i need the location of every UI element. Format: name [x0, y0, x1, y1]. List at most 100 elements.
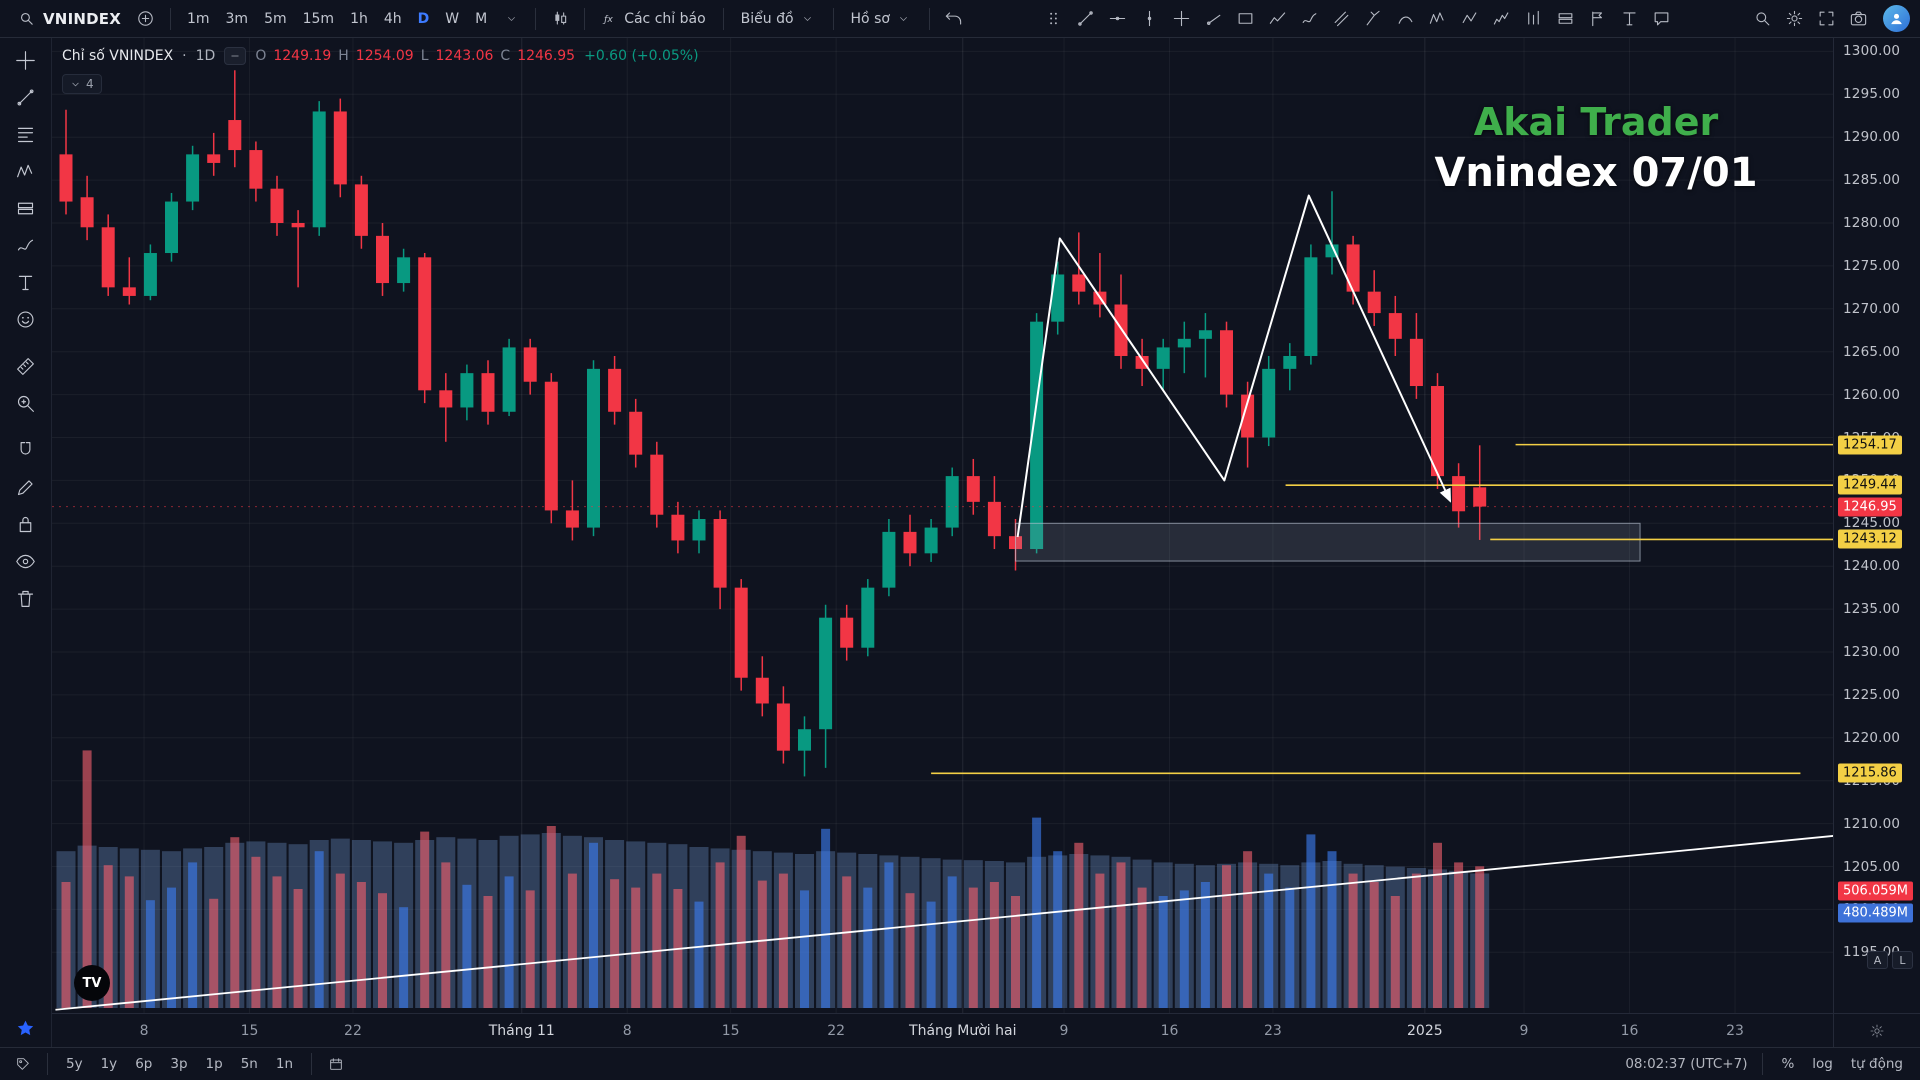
- zoom-tool-icon[interactable]: [8, 390, 44, 416]
- timeframe-5m-button[interactable]: 5m: [264, 10, 287, 27]
- favorite-abcd-pattern-icon: [1463, 12, 1477, 24]
- favorite-vertical-line-icon[interactable]: [1135, 5, 1165, 33]
- candle-body: [1452, 476, 1466, 512]
- candle-body: [1473, 487, 1487, 507]
- timeframe-4h-button[interactable]: 4h: [383, 10, 402, 27]
- candle-body: [924, 527, 938, 554]
- position-tool-icon[interactable]: [8, 195, 44, 221]
- price-tick: 1245.00: [1843, 515, 1901, 532]
- candle-body: [122, 287, 136, 296]
- favorite-ray-icon[interactable]: [1199, 5, 1229, 33]
- candle-body: [376, 235, 389, 284]
- zigzag-arrow-drawing[interactable]: [1016, 194, 1452, 538]
- range-1n-button[interactable]: 1n: [275, 1056, 294, 1072]
- timeframe-1h-button[interactable]: 1h: [350, 10, 368, 27]
- timeframe-3m-button[interactable]: 3m: [225, 10, 249, 27]
- chart-style-button[interactable]: [545, 5, 575, 33]
- collapse-legend-icon[interactable]: [224, 47, 247, 65]
- percent-scale-button[interactable]: %: [1781, 1056, 1795, 1072]
- favorite-cross-line-icon[interactable]: [1167, 5, 1197, 33]
- volume-bar: [209, 898, 219, 1008]
- auto-scale-button[interactable]: A: [1867, 951, 1888, 969]
- trendline-drawing[interactable]: [55, 835, 1833, 1011]
- favorite-bars-pattern-icon[interactable]: [1519, 5, 1549, 33]
- scales-settings-button[interactable]: [1833, 1013, 1920, 1047]
- timeframe-more-button[interactable]: [496, 5, 526, 33]
- range-5n-button[interactable]: 5n: [240, 1056, 258, 1072]
- crosshair-tool-icon[interactable]: [8, 47, 44, 73]
- favorite-callout-icon[interactable]: [1647, 5, 1677, 33]
- timeframe-D-button[interactable]: D: [417, 10, 430, 27]
- emoji-tool-icon[interactable]: [8, 306, 44, 332]
- symbol-search[interactable]: VNINDEX: [10, 5, 129, 33]
- timeframe-M-button[interactable]: M: [475, 10, 488, 27]
- delete-tool-icon[interactable]: [8, 585, 44, 611]
- favorite-elliott-wave-icon[interactable]: [1487, 5, 1517, 33]
- favorite-abcd-pattern-icon[interactable]: [1455, 5, 1485, 33]
- candle-body: [354, 184, 368, 236]
- favorite-horizontal-line-icon: [1110, 16, 1126, 21]
- favorite-text-icon[interactable]: [1615, 5, 1645, 33]
- fib-tool-icon[interactable]: [8, 121, 44, 147]
- favorite-parallel-channel-icon[interactable]: [1327, 5, 1357, 33]
- favorite-horizontal-line-icon[interactable]: [1103, 5, 1133, 33]
- compare-add-button[interactable]: [131, 5, 161, 33]
- magnet-tool-icon[interactable]: [8, 437, 44, 463]
- fullscreen-icon[interactable]: [1811, 5, 1841, 33]
- time-tick: 15: [721, 1022, 740, 1039]
- session-clock[interactable]: 08:02:37 (UTC+7): [1625, 1056, 1748, 1072]
- pattern-tool-icon[interactable]: [8, 158, 44, 184]
- range-1p-button[interactable]: 1p: [205, 1056, 223, 1072]
- timeframe-1m-button[interactable]: 1m: [186, 10, 210, 27]
- auto-scale-footer-button[interactable]: tự động: [1850, 1056, 1903, 1072]
- indicators-button[interactable]: ƒx Các chỉ báo: [594, 5, 713, 33]
- price-scale[interactable]: A L 1300.00 1295.00 1290.00 1285.00 1280.00 1…: [1833, 38, 1920, 1013]
- favorite-rectangle-icon[interactable]: [1231, 5, 1261, 33]
- favorite-polyline-icon[interactable]: [1263, 5, 1293, 33]
- indicators-collapse-button[interactable]: 4: [62, 74, 102, 94]
- range-5y-button[interactable]: 5y: [66, 1056, 83, 1072]
- range-1y-button[interactable]: 1y: [100, 1056, 118, 1072]
- settings-gear-icon[interactable]: [1779, 5, 1809, 33]
- log-scale-button[interactable]: L: [1892, 951, 1913, 969]
- go-to-date-button[interactable]: [323, 1050, 349, 1078]
- undo-button[interactable]: [939, 5, 969, 33]
- object-tag-button[interactable]: [10, 1050, 36, 1078]
- drag-handle-icon[interactable]: [1039, 5, 1069, 33]
- time-scale[interactable]: 8 15 22 Tháng 11 8 15 22 Tháng Mười hai 9 16 23 202…: [52, 1013, 1833, 1047]
- timeframe-15m-button[interactable]: 15m: [302, 10, 335, 27]
- draw-mode-tool-icon[interactable]: [8, 474, 44, 500]
- trendline-tool-icon[interactable]: [8, 84, 44, 110]
- favorite-curve-icon[interactable]: [1391, 5, 1421, 33]
- brush-tool-icon[interactable]: [8, 232, 44, 258]
- user-avatar[interactable]: [1883, 5, 1910, 32]
- text-tool-icon[interactable]: [8, 269, 44, 295]
- screenshot-icon[interactable]: [1843, 5, 1873, 33]
- favorite-flag-icon[interactable]: [1583, 5, 1613, 33]
- favorites-star-button[interactable]: [8, 1015, 44, 1041]
- emoji-tool-icon: [17, 310, 34, 328]
- log-scale-footer-button[interactable]: log: [1812, 1056, 1833, 1072]
- favorite-trendline-icon[interactable]: [1071, 5, 1101, 33]
- chart-layout-button[interactable]: Biểu đồ: [733, 5, 824, 33]
- measure-tool-icon[interactable]: [8, 353, 44, 379]
- range-3p-button[interactable]: 3p: [170, 1056, 188, 1072]
- price-chart[interactable]: [52, 38, 1833, 1013]
- favorite-long-position-icon[interactable]: [1551, 5, 1581, 33]
- range-6p-button[interactable]: 6p: [135, 1056, 153, 1072]
- favorite-xabcd-pattern-icon[interactable]: [1423, 5, 1453, 33]
- volume-bar: [1348, 873, 1358, 1008]
- quick-search-icon[interactable]: [1747, 5, 1777, 33]
- rectangle-drawing[interactable]: [1015, 522, 1641, 562]
- lock-tool-icon[interactable]: [8, 511, 44, 537]
- hide-tool-icon[interactable]: [8, 548, 44, 574]
- favorite-brush-icon[interactable]: [1295, 5, 1325, 33]
- favorite-pitchfork-icon[interactable]: [1359, 5, 1389, 33]
- profile-button[interactable]: Hồ sơ: [843, 5, 920, 33]
- settings-gear-icon: [1786, 10, 1802, 27]
- volume-bar: [420, 831, 430, 1008]
- timeframe-W-button[interactable]: W: [445, 10, 460, 27]
- favorite-flag-icon: [1592, 11, 1603, 27]
- tradingview-logo[interactable]: TV: [74, 965, 110, 1001]
